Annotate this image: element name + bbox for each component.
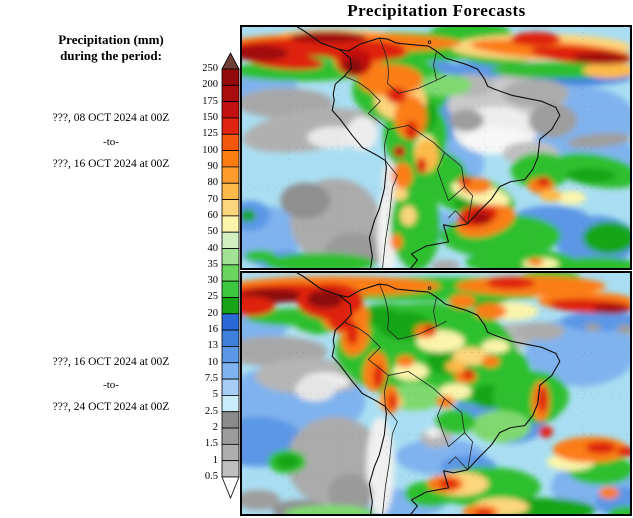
colorbar-label: 70 xyxy=(207,193,219,205)
colorbar-label: 2 xyxy=(212,422,218,434)
colorbar-label: 20 xyxy=(207,307,219,319)
precip-map-period1 xyxy=(240,25,632,270)
colorbar-label: 0.5 xyxy=(204,471,218,482)
colorbar-label: 30 xyxy=(207,275,219,287)
legend-heading-line2: during the period: xyxy=(60,48,162,63)
colorbar-label: 2.5 xyxy=(204,405,218,417)
colorbar-label: 40 xyxy=(207,242,219,254)
colorbar-label: 80 xyxy=(207,177,219,189)
period2-start-label: ???, 16 OCT 2024 at 00Z xyxy=(52,356,170,368)
period2-separator: -to- xyxy=(103,379,119,391)
colorbar-label: 150 xyxy=(202,111,218,123)
colorbar-label: 1.5 xyxy=(204,438,218,450)
colorbar-label: 35 xyxy=(207,258,219,270)
colorbar-label: 16 xyxy=(207,324,219,336)
period1-start-label: ???, 08 OCT 2024 at 00Z xyxy=(52,112,170,124)
colorbar-label: 200 xyxy=(202,79,218,91)
colorbar-label: 60 xyxy=(207,209,219,221)
precip-map-period2 xyxy=(240,271,632,516)
period2-end-label: ???, 24 OCT 2024 at 00Z xyxy=(52,401,170,413)
legend-heading-line1: Precipitation (mm) xyxy=(58,32,164,47)
colorbar-label: 25 xyxy=(207,291,219,303)
colorbar-label: 175 xyxy=(202,95,218,107)
period1-end-label: ???, 16 OCT 2024 at 00Z xyxy=(52,158,170,170)
colorbar-label: 13 xyxy=(207,340,219,352)
colorbar-label: 7.5 xyxy=(204,373,218,385)
colorbar-label: 250 xyxy=(202,63,218,74)
page-title: Precipitation Forecasts xyxy=(347,1,526,20)
colorbar-label: 100 xyxy=(202,144,218,156)
period1-separator: -to- xyxy=(103,136,119,148)
colorbar-label: 1 xyxy=(212,454,218,466)
colorbar xyxy=(221,52,240,500)
colorbar-label: 125 xyxy=(202,128,218,140)
colorbar-label: 50 xyxy=(207,226,219,238)
colorbar-label: 5 xyxy=(212,389,218,401)
colorbar-label: 90 xyxy=(207,160,219,172)
colorbar-label: 10 xyxy=(207,356,219,368)
